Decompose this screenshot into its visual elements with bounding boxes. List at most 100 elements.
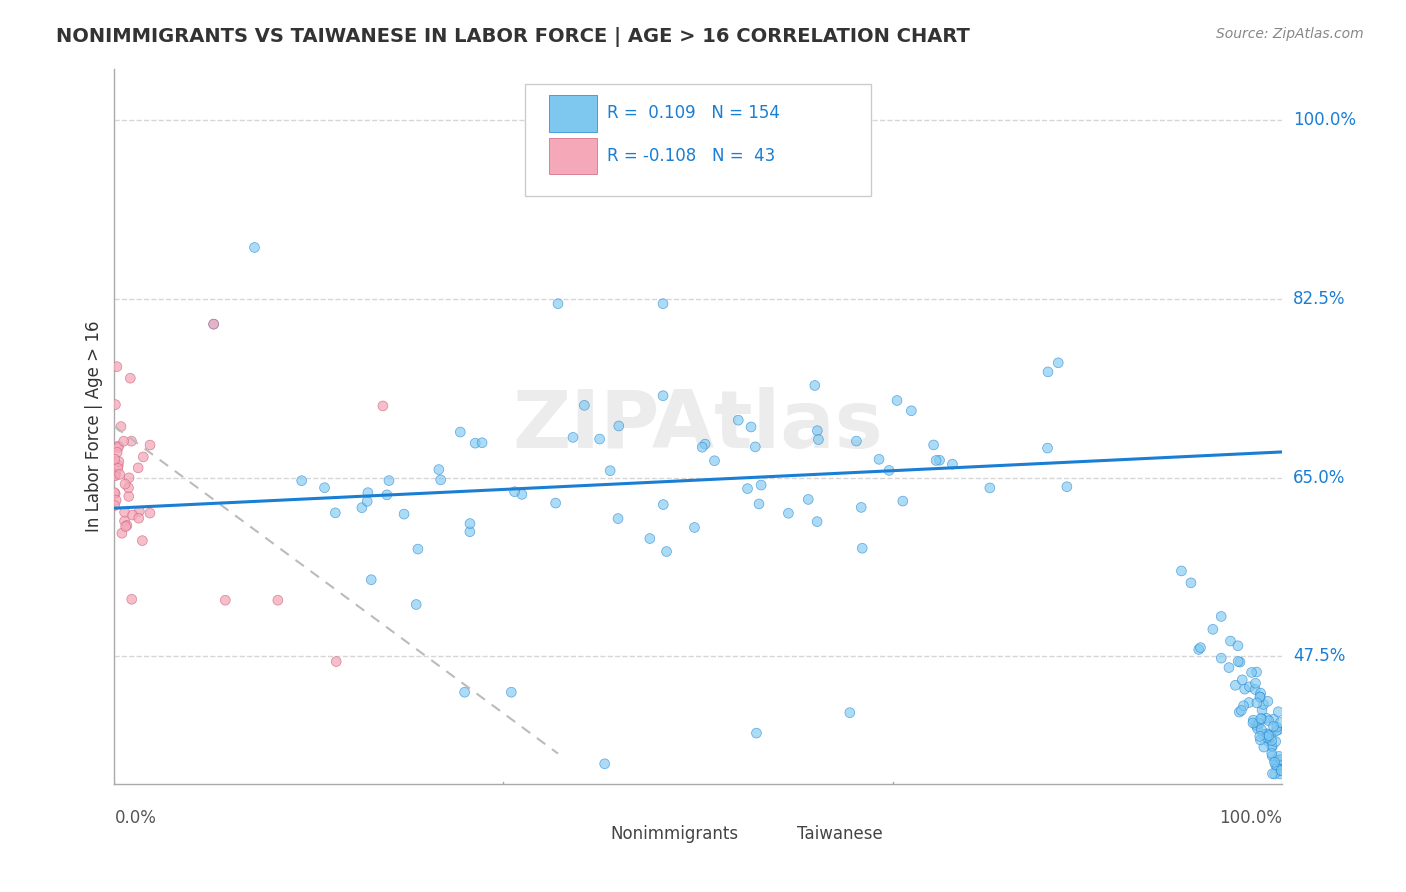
Point [749,478,772,492]
Point [104,486,127,500]
Point [1244,717,1267,731]
Point [118,471,141,485]
Point [1237,696,1260,710]
Point [1265,720,1288,734]
Point [638,532,661,546]
Point [1241,713,1264,727]
Point [1251,728,1274,742]
Point [356,494,378,508]
Point [744,440,766,454]
Point [851,541,873,556]
Point [105,445,128,459]
Point [405,598,427,612]
Point [1246,696,1268,710]
Point [1270,753,1292,767]
Ellipse shape [568,825,595,843]
Point [1253,698,1275,712]
Point [1257,729,1279,743]
Text: 100.0%: 100.0% [1219,809,1282,827]
Point [1264,758,1286,772]
Point [458,516,481,531]
Point [1261,766,1284,780]
Point [510,487,533,501]
Point [267,593,290,607]
Point [925,453,948,467]
Point [588,432,610,446]
Point [891,494,914,508]
Point [104,398,127,412]
Point [1270,764,1292,778]
Point [877,463,900,477]
Point [114,505,136,519]
Point [1270,715,1292,730]
Point [1170,564,1192,578]
Text: Nonimmigrants: Nonimmigrants [610,825,738,843]
Point [1232,673,1254,687]
Point [1263,756,1285,770]
Point [1270,764,1292,778]
Point [1261,747,1284,761]
Point [652,296,675,310]
Text: NONIMMIGRANTS VS TAIWANESE IN LABOR FORCE | AGE > 16 CORRELATION CHART: NONIMMIGRANTS VS TAIWANESE IN LABOR FORC… [56,27,970,46]
Point [429,473,451,487]
Point [1225,678,1247,692]
Text: ZIPAtlas: ZIPAtlas [513,387,883,466]
Point [1267,723,1289,737]
Point [703,454,725,468]
Point [1211,651,1233,665]
Point [314,481,336,495]
Point [1232,698,1254,713]
Point [1250,712,1272,726]
Y-axis label: In Labor Force | Age > 16: In Labor Force | Age > 16 [86,320,103,533]
Point [471,435,494,450]
Point [740,420,762,434]
Point [727,413,749,427]
Point [1270,764,1292,778]
Point [458,524,481,539]
Point [132,450,155,464]
Point [243,240,266,254]
Point [1211,609,1233,624]
Point [574,398,596,412]
Point [745,726,768,740]
Point [103,485,125,500]
Point [453,685,475,699]
Point [127,461,149,475]
Point [1219,634,1241,648]
Point [104,468,127,483]
Point [108,454,131,468]
Point [1227,655,1250,669]
Point [105,493,128,508]
Point [121,508,143,522]
Point [107,458,129,473]
Point [1263,719,1285,733]
Point [202,317,225,331]
Point [1265,761,1288,775]
Point [1264,753,1286,767]
Text: 65.0%: 65.0% [1294,468,1346,486]
Point [886,393,908,408]
Point [1246,722,1268,736]
Point [1265,723,1288,738]
FancyBboxPatch shape [548,95,596,131]
Point [114,477,136,491]
FancyBboxPatch shape [548,138,596,175]
Text: R =  0.109   N = 154: R = 0.109 N = 154 [607,104,780,122]
Point [1180,575,1202,590]
Point [838,706,860,720]
Point [1056,480,1078,494]
Point [503,484,526,499]
Point [214,593,236,607]
Point [1218,660,1240,674]
Point [1188,642,1211,657]
Point [114,514,136,528]
Text: 47.5%: 47.5% [1294,648,1346,665]
Point [107,439,129,453]
Point [1230,703,1253,717]
Point [607,419,630,434]
Point [607,511,630,525]
Point [1227,705,1250,719]
Point [1244,682,1267,697]
Point [900,404,922,418]
Point [1202,623,1225,637]
